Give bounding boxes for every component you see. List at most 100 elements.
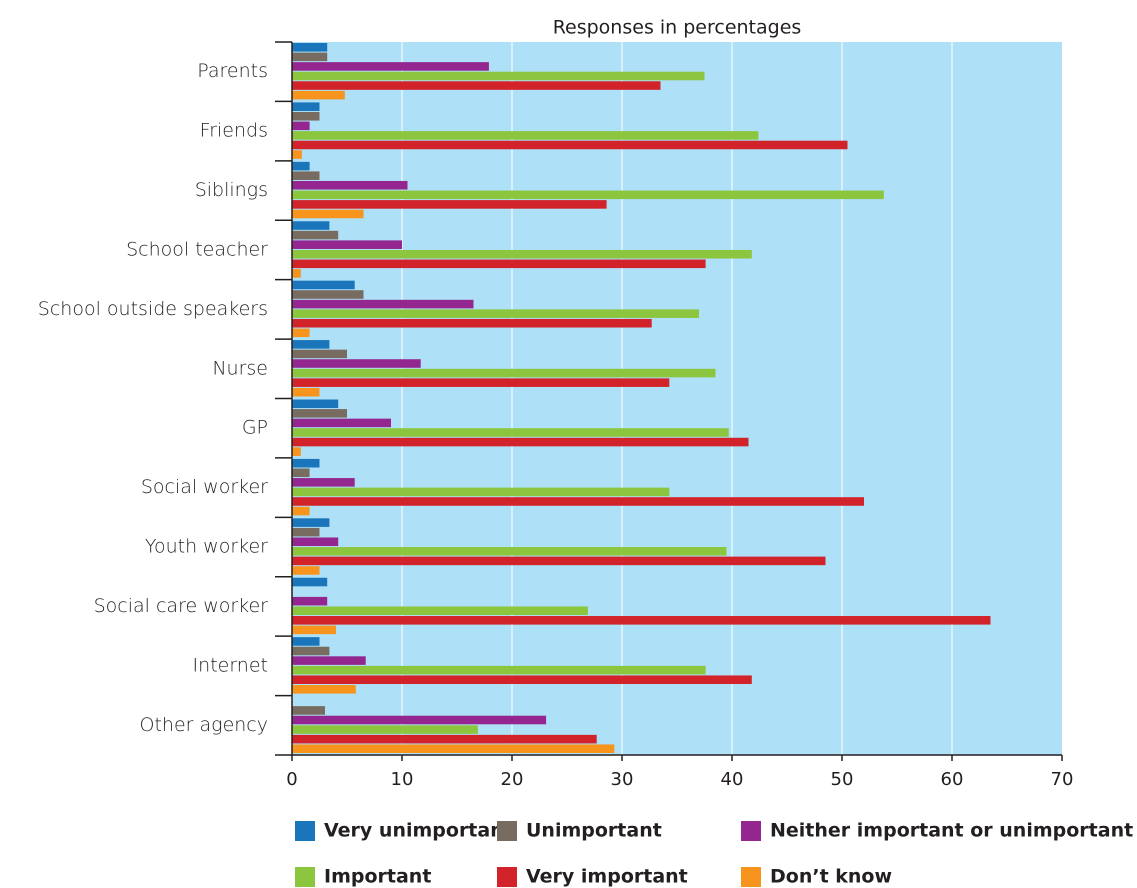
y-tick-label: Other agency — [140, 714, 268, 736]
bar — [292, 577, 328, 587]
x-tick-label: 40 — [721, 769, 744, 790]
bar — [292, 200, 607, 209]
legend-swatch — [497, 867, 517, 887]
bar — [292, 221, 330, 230]
bar — [292, 547, 727, 556]
bar — [292, 340, 330, 349]
bar — [292, 734, 597, 744]
y-tick-label: Social care worker — [94, 595, 269, 617]
bar — [292, 190, 884, 200]
bar — [292, 497, 864, 506]
bar — [292, 259, 706, 269]
bar — [292, 487, 670, 497]
bar — [292, 706, 325, 715]
x-tick-label: 20 — [501, 769, 524, 790]
bar — [292, 428, 729, 437]
bar — [292, 665, 706, 675]
bar — [292, 111, 320, 121]
bar — [292, 290, 364, 299]
bar — [292, 616, 991, 625]
bar — [292, 249, 752, 259]
legend-swatch — [497, 821, 517, 841]
bar — [292, 527, 320, 537]
bar — [292, 81, 661, 90]
y-tick-label: Youth worker — [145, 536, 268, 558]
y-tick-label: Friends — [200, 120, 268, 142]
bar — [292, 637, 320, 646]
bar — [292, 409, 347, 418]
bar — [292, 280, 355, 290]
bar — [292, 71, 705, 81]
bar — [292, 171, 320, 180]
bar — [292, 43, 328, 52]
y-tick-label: Social worker — [141, 476, 268, 498]
y-tick-label: Parents — [197, 60, 268, 82]
chart-title: Responses in percentages — [553, 17, 802, 39]
y-tick-label: Siblings — [195, 179, 268, 201]
y-tick-label: School outside speakers — [38, 298, 268, 320]
bar — [292, 328, 310, 338]
bar — [292, 447, 301, 456]
bar — [292, 299, 474, 309]
bar — [292, 437, 749, 447]
bar — [292, 90, 345, 100]
legend-swatch — [295, 867, 315, 887]
bar — [292, 566, 320, 575]
legend-swatch — [295, 821, 315, 841]
plot-area — [292, 42, 1062, 755]
y-tick-label: GP — [242, 417, 268, 439]
bar — [292, 52, 328, 62]
bar — [292, 378, 670, 387]
bar — [292, 368, 716, 378]
x-tick-label: 60 — [941, 769, 964, 790]
bar — [292, 62, 489, 71]
legend-label: Don’t know — [770, 866, 892, 888]
bar — [292, 556, 826, 566]
x-tick-label: 0 — [286, 769, 297, 790]
bar — [292, 518, 330, 527]
bar — [292, 102, 320, 111]
bar — [292, 744, 615, 753]
bar — [292, 209, 364, 219]
bar — [292, 606, 588, 616]
legend-label: Very important — [526, 866, 688, 888]
bar — [292, 131, 759, 140]
bar — [292, 725, 478, 734]
legend-label: Very unimportant — [324, 820, 513, 842]
x-tick-label: 10 — [391, 769, 414, 790]
bar — [292, 656, 366, 665]
x-tick-label: 30 — [611, 769, 634, 790]
x-tick-label: 50 — [831, 769, 854, 790]
bar — [292, 675, 752, 685]
bar — [292, 646, 330, 656]
bar — [292, 478, 355, 487]
legend-swatch — [741, 867, 761, 887]
legend-swatch — [741, 821, 761, 841]
bar — [292, 625, 336, 635]
legend-label: Unimportant — [526, 820, 662, 842]
bar — [292, 399, 339, 409]
bar — [292, 230, 339, 240]
bar — [292, 468, 310, 478]
bar — [292, 506, 310, 516]
bar — [292, 537, 339, 547]
legend-label: Important — [324, 866, 431, 888]
y-tick-label: School teacher — [126, 238, 268, 260]
bar — [292, 418, 391, 428]
bar — [292, 685, 356, 694]
bar — [292, 309, 699, 318]
bar — [292, 318, 652, 328]
bar — [292, 240, 402, 249]
bar — [292, 458, 320, 468]
bar — [292, 121, 310, 131]
bar — [292, 140, 848, 150]
bar — [292, 180, 408, 190]
bar — [292, 269, 301, 278]
bar — [292, 161, 310, 171]
bar — [292, 349, 347, 359]
bar — [292, 387, 320, 397]
bar — [292, 715, 547, 725]
x-tick-label: 70 — [1051, 769, 1074, 790]
bar — [292, 359, 421, 368]
